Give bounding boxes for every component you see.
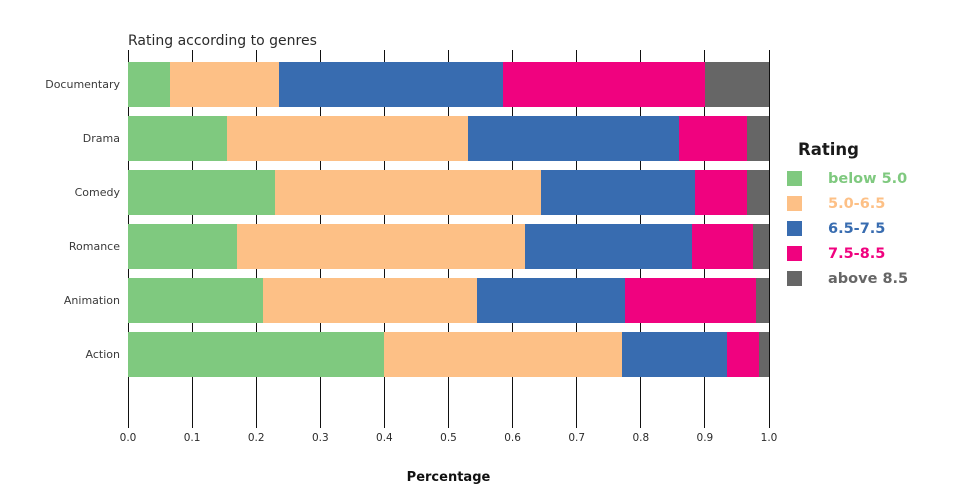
bar-segment-animation-7.5-8.5 <box>624 278 757 323</box>
bar-segment-comedy-5.0-6.5 <box>275 170 542 215</box>
legend-item-7.5-8.5: 7.5-8.5 <box>787 241 908 266</box>
legend-item-above-8.5: above 8.5 <box>787 266 908 291</box>
bar-segment-documentary-5.0-6.5 <box>169 62 279 107</box>
bar-segment-documentary-7.5-8.5 <box>502 62 705 107</box>
legend-label-5.0-6.5: 5.0-6.5 <box>828 195 886 212</box>
x-tick-label-0.6: 0.6 <box>504 432 521 444</box>
bar-segment-animation-below-5.0 <box>128 278 263 323</box>
x-tick-label-0.1: 0.1 <box>183 432 201 444</box>
bar-row-romance <box>128 224 769 269</box>
x-tick-label-0.5: 0.5 <box>440 432 457 444</box>
y-label-drama: Drama <box>82 131 120 145</box>
legend-swatch-above-8.5 <box>787 271 802 286</box>
bar-segment-romance-6.5-7.5 <box>525 224 693 269</box>
chart-title: Rating according to genres <box>128 33 317 49</box>
legend-title: Rating <box>798 140 859 159</box>
x-tick-label-0.9: 0.9 <box>696 432 714 444</box>
legend-item-below-5.0: below 5.0 <box>787 166 908 191</box>
bar-segment-comedy-6.5-7.5 <box>541 170 696 215</box>
legend-items: below 5.0 5.0-6.5 6.5-7.5 7.5-8.5 above 8.5 <box>787 166 908 291</box>
bar-segment-romance-7.5-8.5 <box>692 224 753 269</box>
legend-item-6.5-7.5: 6.5-7.5 <box>787 216 908 241</box>
bar-segment-comedy-above-8.5 <box>746 170 769 215</box>
legend-swatch-below-5.0 <box>787 171 802 186</box>
bar-row-action <box>128 332 769 377</box>
legend: Rating below 5.0 5.0-6.5 6.5-7.5 7.5-8.5 abo… <box>787 140 908 291</box>
legend-item-5.0-6.5: 5.0-6.5 <box>787 191 908 216</box>
x-tick-label-0.8: 0.8 <box>632 432 650 444</box>
legend-swatch-7.5-8.5 <box>787 246 802 261</box>
plot-area <box>127 50 770 428</box>
x-tick-label-0.2: 0.2 <box>247 432 265 444</box>
x-tick-label-0.7: 0.7 <box>568 432 586 444</box>
y-label-documentary: Documentary <box>45 77 120 91</box>
bar-segment-documentary-above-8.5 <box>704 62 769 107</box>
bar-segment-documentary-below-5.0 <box>128 62 170 107</box>
legend-label-6.5-7.5: 6.5-7.5 <box>828 220 886 237</box>
bar-segment-action-6.5-7.5 <box>621 332 728 377</box>
legend-swatch-5.0-6.5 <box>787 196 802 211</box>
bar-segment-action-above-8.5 <box>759 332 769 377</box>
bar-row-animation <box>128 278 769 323</box>
x-tick-label-0.0: 0.0 <box>119 432 137 444</box>
bar-segment-animation-5.0-6.5 <box>262 278 478 323</box>
bar-row-drama <box>128 116 769 161</box>
x-tick-label-1.0: 1.0 <box>760 432 778 444</box>
gridline-x-1.0 <box>768 50 770 428</box>
bar-segment-romance-below-5.0 <box>128 224 237 269</box>
bar-segment-animation-6.5-7.5 <box>477 278 625 323</box>
y-label-action: Action <box>85 347 120 361</box>
x-tick-label-0.4: 0.4 <box>376 432 393 444</box>
bar-segment-action-5.0-6.5 <box>384 332 622 377</box>
bar-segment-comedy-below-5.0 <box>128 170 276 215</box>
legend-label-below-5.0: below 5.0 <box>828 170 908 187</box>
bar-segment-drama-7.5-8.5 <box>679 116 747 161</box>
bar-segment-romance-5.0-6.5 <box>236 224 526 269</box>
bar-segment-documentary-6.5-7.5 <box>278 62 503 107</box>
legend-label-above-8.5: above 8.5 <box>828 270 909 287</box>
y-label-animation: Animation <box>63 293 120 307</box>
bar-segment-action-below-5.0 <box>128 332 385 377</box>
bar-segment-drama-below-5.0 <box>128 116 228 161</box>
bar-segment-comedy-7.5-8.5 <box>695 170 747 215</box>
x-axis-title: Percentage <box>406 470 491 485</box>
legend-swatch-6.5-7.5 <box>787 221 802 236</box>
bar-segment-action-7.5-8.5 <box>727 332 760 377</box>
bar-segment-drama-above-8.5 <box>746 116 769 161</box>
bar-row-documentary <box>128 62 769 107</box>
legend-label-7.5-8.5: 7.5-8.5 <box>828 245 886 262</box>
bar-segment-romance-above-8.5 <box>752 224 769 269</box>
bar-row-comedy <box>128 170 769 215</box>
bar-segment-animation-above-8.5 <box>756 278 769 323</box>
y-label-comedy: Comedy <box>74 185 120 199</box>
y-label-romance: Romance <box>68 239 120 253</box>
x-tick-label-0.3: 0.3 <box>311 432 329 444</box>
bar-segment-drama-6.5-7.5 <box>467 116 680 161</box>
bar-segment-drama-5.0-6.5 <box>227 116 468 161</box>
